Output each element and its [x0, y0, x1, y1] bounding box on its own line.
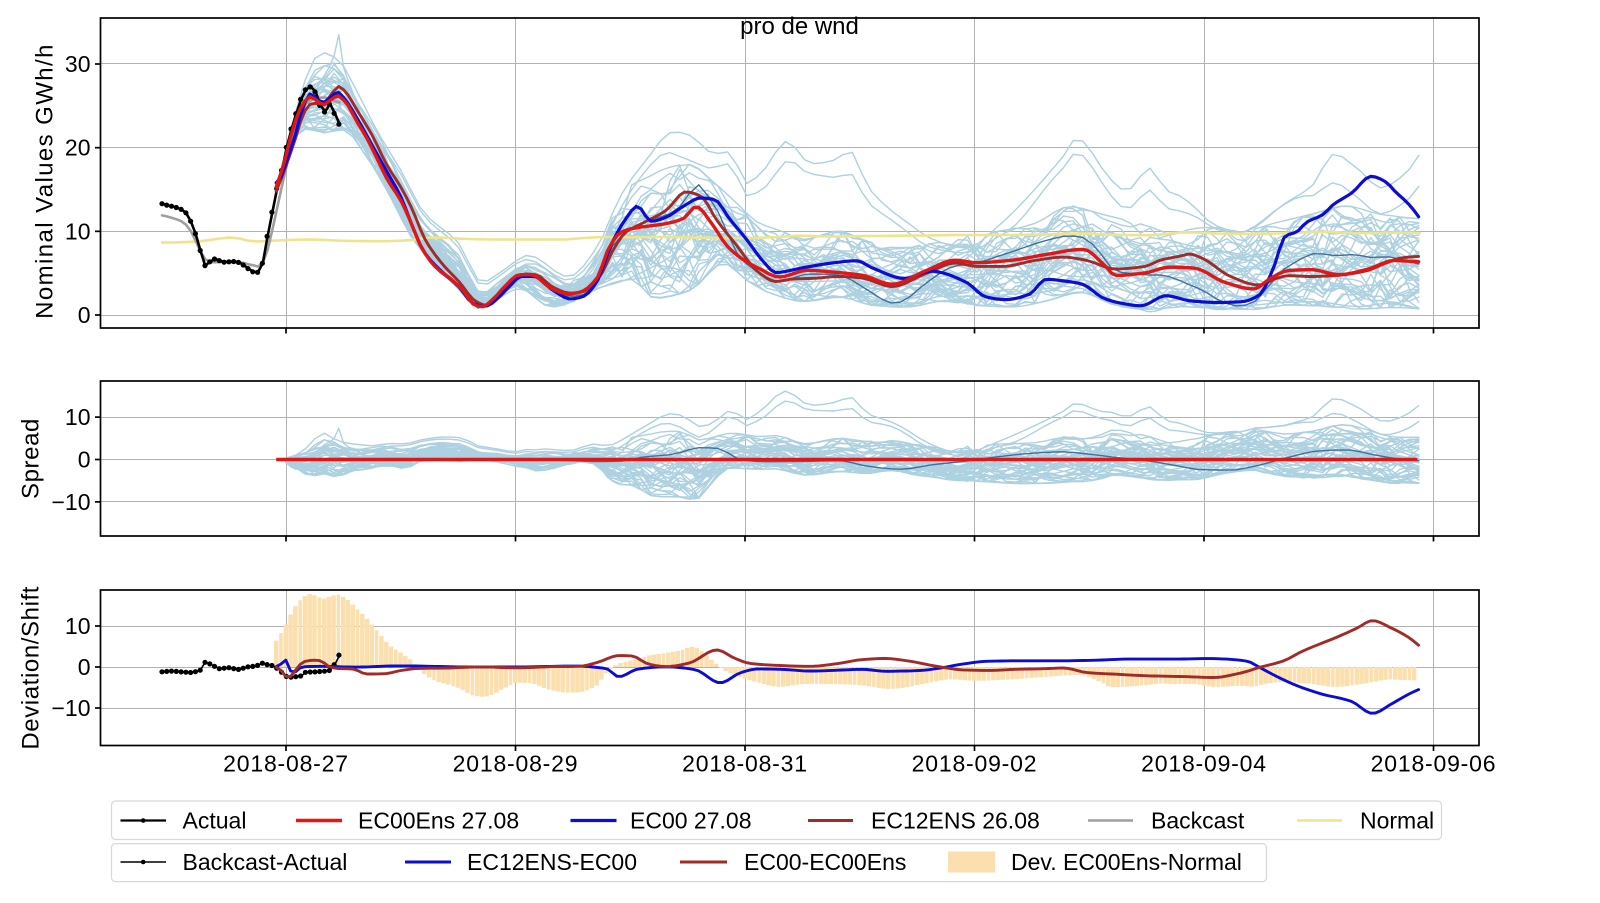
svg-text:Backcast: Backcast — [1151, 808, 1245, 834]
svg-text:EC12ENS-EC00: EC12ENS-EC00 — [467, 849, 637, 875]
svg-text:EC00 27.08: EC00 27.08 — [630, 808, 751, 834]
svg-text:10: 10 — [65, 613, 91, 639]
svg-text:−10: −10 — [51, 489, 90, 515]
svg-text:2018-08-31: 2018-08-31 — [682, 750, 808, 776]
svg-text:30: 30 — [65, 51, 91, 77]
svg-text:Spread: Spread — [18, 418, 45, 499]
svg-text:10: 10 — [65, 404, 91, 430]
svg-text:pro de wnd: pro de wnd — [740, 13, 859, 40]
svg-text:EC12ENS 26.08: EC12ENS 26.08 — [871, 808, 1040, 834]
svg-text:2018-08-27: 2018-08-27 — [223, 750, 349, 776]
svg-text:Dev. EC00Ens-Normal: Dev. EC00Ens-Normal — [1011, 849, 1242, 875]
svg-text:Deviation/Shift: Deviation/Shift — [18, 586, 45, 750]
svg-text:−10: −10 — [51, 695, 90, 721]
svg-text:2018-08-29: 2018-08-29 — [453, 750, 579, 776]
svg-text:10: 10 — [65, 218, 91, 244]
svg-text:2018-09-02: 2018-09-02 — [912, 750, 1038, 776]
svg-text:20: 20 — [65, 135, 91, 161]
svg-text:Normal: Normal — [1360, 808, 1434, 834]
svg-text:0: 0 — [78, 302, 91, 328]
svg-text:Actual: Actual — [183, 808, 247, 834]
svg-text:Nominal Values GWh/h: Nominal Values GWh/h — [31, 43, 58, 319]
svg-text:2018-09-06: 2018-09-06 — [1371, 750, 1497, 776]
svg-text:0: 0 — [78, 447, 91, 473]
svg-text:Backcast-Actual: Backcast-Actual — [183, 849, 348, 875]
svg-text:0: 0 — [78, 654, 91, 680]
svg-text:EC00-EC00Ens: EC00-EC00Ens — [744, 849, 906, 875]
svg-text:EC00Ens 27.08: EC00Ens 27.08 — [358, 808, 519, 834]
svg-text:2018-09-04: 2018-09-04 — [1141, 750, 1267, 776]
